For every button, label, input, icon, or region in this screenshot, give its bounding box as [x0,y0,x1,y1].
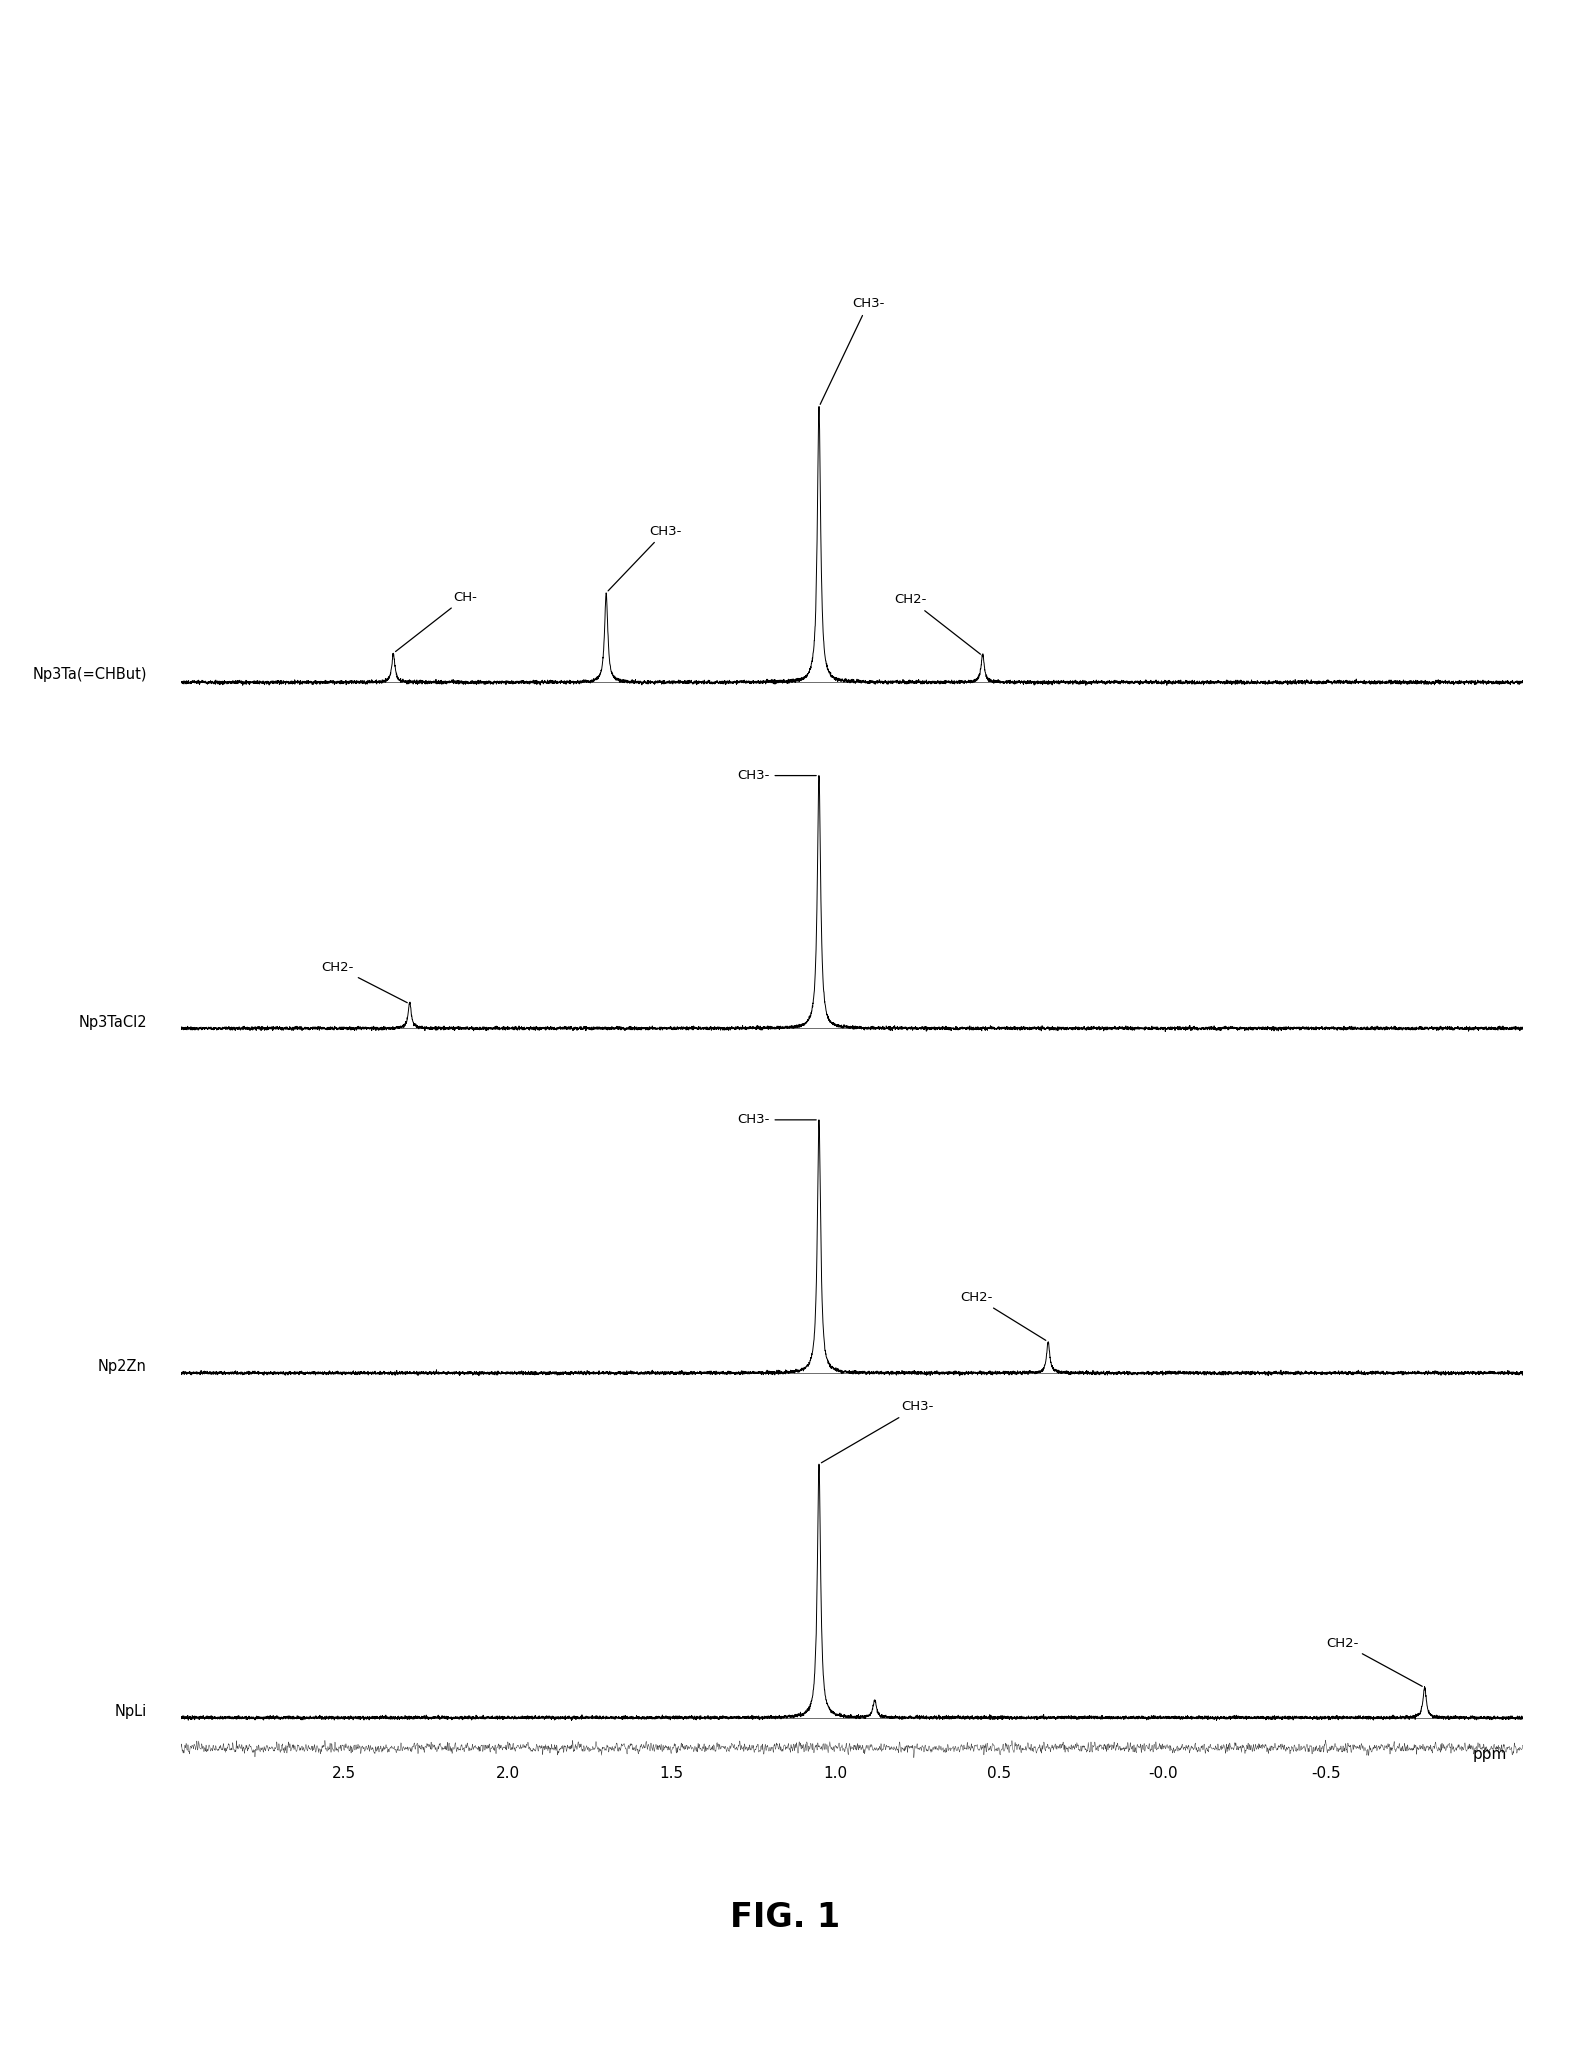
Text: Np3Ta(=CHBut): Np3Ta(=CHBut) [33,666,148,683]
Text: CH-: CH- [396,590,477,652]
Text: FIG. 1: FIG. 1 [730,1901,840,1934]
Text: CH2-: CH2- [959,1291,1046,1340]
Text: CH2-: CH2- [895,594,981,654]
Text: CH3-: CH3- [820,297,884,404]
Text: CH3-: CH3- [608,524,681,592]
Text: NpLi: NpLi [115,1703,148,1720]
Text: Np3TaCl2: Np3TaCl2 [78,1015,148,1029]
Text: Np2Zn: Np2Zn [97,1359,148,1375]
Text: ppm: ppm [1473,1747,1507,1761]
Text: CH3-: CH3- [738,769,816,781]
Text: CH2-: CH2- [322,961,407,1002]
Text: CH2-: CH2- [1327,1637,1422,1687]
Text: CH3-: CH3- [821,1400,934,1462]
Text: CH3-: CH3- [738,1113,816,1126]
